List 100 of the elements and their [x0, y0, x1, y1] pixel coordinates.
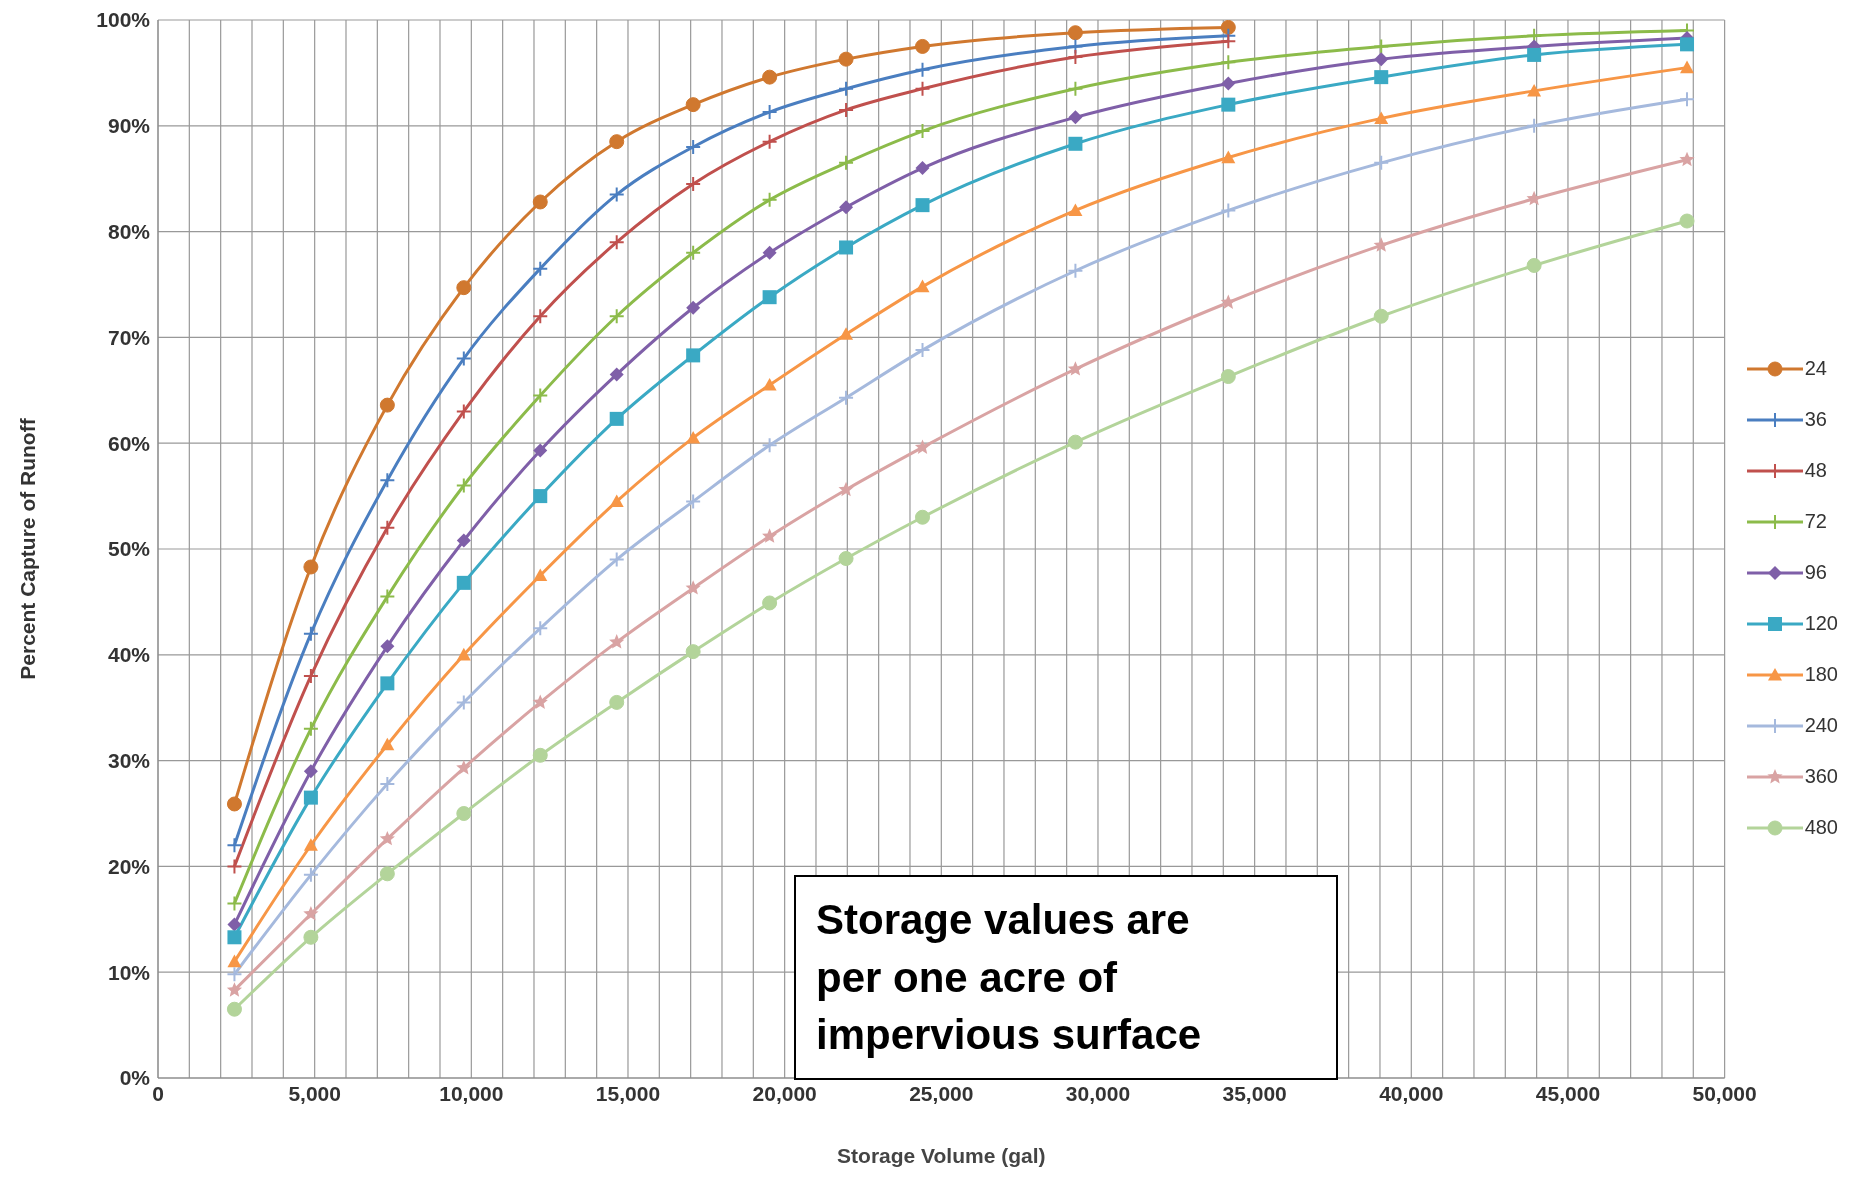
- point: [532, 308, 549, 325]
- point: [226, 858, 243, 875]
- point: [609, 367, 624, 382]
- point: [685, 244, 702, 261]
- point: [455, 403, 472, 420]
- point: [1221, 97, 1236, 112]
- point: [608, 308, 625, 325]
- point: [532, 260, 549, 277]
- point: [761, 437, 778, 454]
- point: [685, 644, 701, 660]
- legend-label: 480: [1804, 816, 1838, 839]
- point: [379, 588, 396, 605]
- x-tick-label: 50,000: [1692, 1081, 1757, 1105]
- legend-label: 48: [1804, 459, 1827, 482]
- point: [456, 280, 472, 296]
- point: [609, 494, 624, 507]
- x-tick-label: 10,000: [439, 1081, 504, 1105]
- y-tick-label: 10%: [107, 960, 151, 984]
- point: [914, 439, 931, 454]
- point: [303, 838, 318, 851]
- x-tick-label: 25,000: [909, 1081, 974, 1105]
- y-tick-label: 50%: [107, 537, 151, 561]
- legend-label: 120: [1804, 612, 1838, 635]
- point: [685, 580, 701, 595]
- point: [685, 138, 702, 155]
- point: [838, 80, 855, 97]
- point: [1067, 80, 1084, 97]
- x-tick-label: 30,000: [1065, 1081, 1131, 1105]
- point: [302, 625, 319, 642]
- point: [914, 61, 931, 78]
- point: [1068, 136, 1083, 151]
- point: [303, 559, 319, 575]
- y-tick-label: 30%: [107, 749, 151, 773]
- y-tick-label: 60%: [107, 431, 151, 455]
- point: [533, 489, 548, 504]
- point: [914, 342, 931, 359]
- point: [1374, 52, 1389, 67]
- point: [1526, 257, 1542, 273]
- point: [456, 806, 472, 821]
- point: [455, 350, 472, 367]
- point: [608, 186, 625, 203]
- point: [1373, 308, 1389, 324]
- x-tick-label: 0: [152, 1081, 164, 1105]
- point: [686, 300, 701, 315]
- y-tick-label: 90%: [107, 114, 151, 138]
- point: [1220, 33, 1237, 50]
- point: [226, 1001, 242, 1017]
- point: [1220, 202, 1237, 219]
- point: [227, 917, 242, 932]
- point: [1067, 361, 1084, 376]
- point: [1679, 213, 1695, 229]
- point: [1373, 154, 1390, 171]
- point: [761, 191, 778, 208]
- x-axis-title: Storage Volume (gal): [837, 1144, 1046, 1167]
- point: [456, 760, 472, 775]
- point: [838, 154, 855, 171]
- point: [1068, 203, 1083, 217]
- point: [762, 528, 778, 543]
- point: [1679, 91, 1696, 108]
- point: [379, 519, 396, 536]
- y-tick-label: 20%: [107, 854, 151, 878]
- point: [1221, 76, 1236, 91]
- x-tick-label: 40,000: [1379, 1081, 1444, 1105]
- point: [532, 694, 548, 709]
- point: [762, 69, 778, 85]
- point: [1680, 60, 1695, 74]
- point: [226, 982, 243, 997]
- point: [379, 397, 395, 413]
- point: [685, 175, 702, 192]
- point: [609, 134, 625, 150]
- point: [532, 387, 549, 404]
- point: [609, 411, 624, 426]
- point: [761, 104, 778, 121]
- point: [914, 80, 931, 97]
- legend-label: 360: [1804, 765, 1838, 788]
- text-box: Storage values are per one acre of impervious surface: [794, 875, 1338, 1080]
- point: [762, 595, 778, 611]
- point: [303, 790, 318, 805]
- point: [1679, 151, 1695, 167]
- y-tick-label: 100%: [96, 8, 151, 32]
- point: [226, 796, 242, 812]
- point: [608, 551, 625, 568]
- y-tick-label: 80%: [107, 220, 151, 244]
- point: [762, 290, 777, 305]
- point: [1526, 117, 1543, 134]
- point: [1221, 150, 1236, 164]
- point: [839, 240, 854, 255]
- point: [1067, 49, 1084, 66]
- point: [532, 194, 548, 210]
- point: [380, 639, 395, 654]
- point: [1067, 434, 1083, 450]
- point: [227, 930, 242, 945]
- x-tick-label: 20,000: [752, 1081, 817, 1105]
- point: [915, 198, 930, 213]
- point: [302, 866, 319, 883]
- legend-label: 72: [1804, 510, 1827, 533]
- point: [379, 775, 396, 792]
- point: [1068, 110, 1083, 125]
- point: [302, 720, 319, 737]
- x-tick-label: 15,000: [595, 1081, 661, 1105]
